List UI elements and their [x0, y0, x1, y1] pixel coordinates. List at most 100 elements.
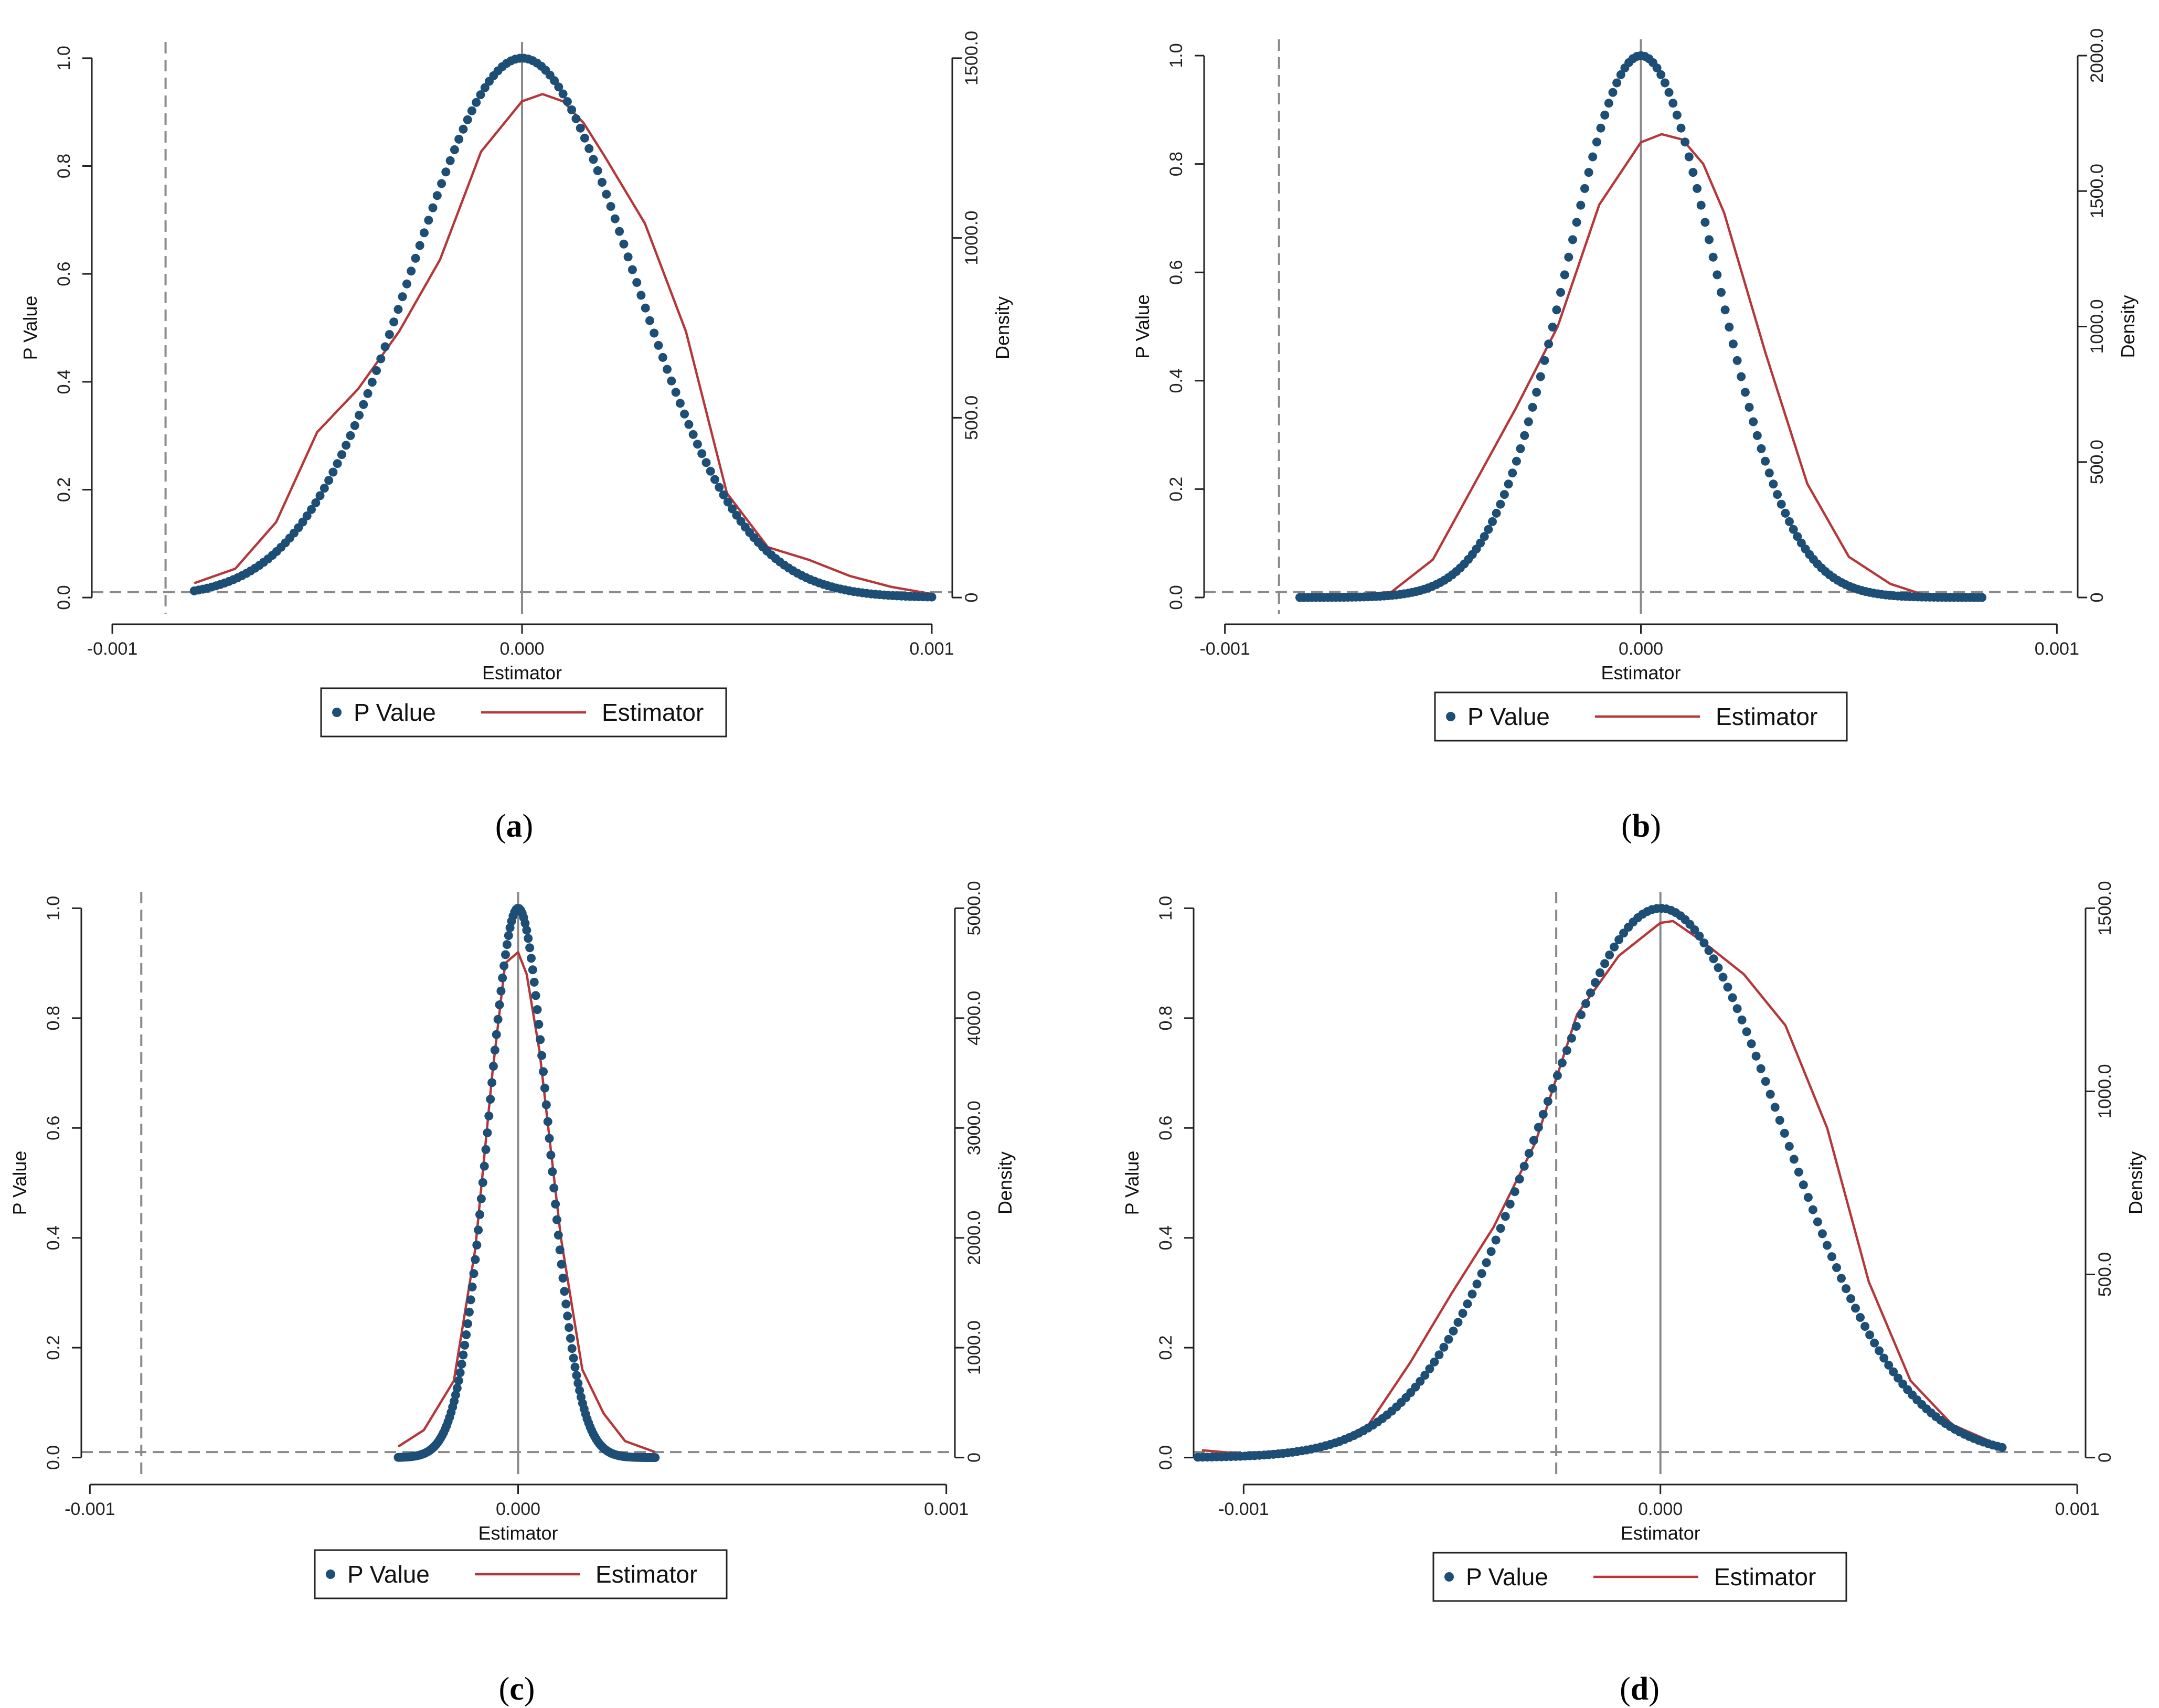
y-right-title: Density: [2125, 1151, 2146, 1214]
pvalue-point: [483, 1128, 492, 1137]
pvalue-point: [504, 931, 513, 940]
legend-pvalue-marker: [326, 1570, 335, 1579]
pvalue-point: [1591, 978, 1600, 987]
pvalue-point: [1612, 78, 1622, 88]
pvalue-point: [1491, 1235, 1501, 1245]
panel-label-letter: b: [1632, 808, 1650, 844]
pvalue-point: [1756, 1064, 1766, 1073]
pvalue-point: [1596, 123, 1605, 133]
pvalue-point: [1676, 123, 1686, 133]
pvalue-point: [650, 328, 659, 338]
pvalue-point: [543, 1117, 552, 1126]
pvalue-point: [610, 214, 620, 223]
pvalue-point: [524, 934, 533, 943]
pvalue-point: [474, 1225, 483, 1235]
pvalue-point: [1614, 935, 1624, 944]
pvalue-point: [1510, 1187, 1519, 1197]
pvalue-point: [1742, 1027, 1751, 1037]
y-right-tick-label: 1000.0: [964, 1320, 984, 1375]
pvalue-point: [302, 511, 312, 520]
pvalue-point: [1482, 1258, 1491, 1267]
pvalue-point: [486, 1095, 495, 1104]
pvalue-point: [1728, 339, 1738, 349]
pvalue-point: [663, 365, 672, 374]
pvalue-point: [385, 330, 394, 339]
pvalue-point: [1586, 988, 1595, 998]
y-left-tick-label: 0.0: [1156, 1445, 1176, 1470]
pvalue-point: [1709, 954, 1718, 964]
pvalue-point: [546, 1150, 556, 1160]
pvalue-point: [1704, 946, 1714, 955]
pvalue-point: [466, 1295, 475, 1305]
pvalue-point: [606, 202, 615, 211]
pvalue-point: [398, 292, 407, 302]
pvalue-point: [1536, 372, 1545, 381]
pvalue-point: [481, 1145, 491, 1154]
pvalue-point: [1799, 1180, 1808, 1190]
panel-label: (b): [1621, 808, 1661, 844]
pvalue-point: [1740, 388, 1750, 397]
pvalue-point: [492, 1030, 501, 1039]
pvalue-point: [311, 498, 321, 507]
pvalue-point: [502, 940, 512, 949]
pvalue-point: [490, 1045, 499, 1055]
pvalue-point: [715, 483, 724, 492]
pvalue-point: [1480, 532, 1489, 541]
pvalue-point: [1684, 152, 1694, 162]
pvalue-point: [534, 1020, 544, 1029]
pvalue-point: [1837, 1274, 1846, 1283]
y-right-title: Density: [992, 296, 1013, 359]
pvalue-point: [1699, 938, 1709, 948]
pvalue-point: [1784, 1141, 1794, 1151]
y-right-tick-label: 4000.0: [964, 991, 984, 1045]
pvalue-point: [1520, 431, 1529, 440]
pvalue-point: [324, 476, 334, 485]
y-left-title: P Value: [19, 296, 41, 360]
pvalue-point: [459, 124, 468, 134]
pvalue-point: [1592, 137, 1601, 147]
pvalue-point: [346, 431, 355, 440]
pvalue-point: [1605, 951, 1614, 959]
pvalue-point: [450, 145, 459, 154]
legend-estimator-label: Estimator: [1714, 1563, 1816, 1590]
pvalue-point: [455, 1368, 465, 1378]
y-right-tick-label: 500.0: [962, 396, 982, 440]
pvalue-point: [522, 925, 531, 935]
pvalue-point: [671, 388, 680, 397]
y-left-tick-label: 0.0: [54, 585, 74, 610]
pvalue-point: [432, 191, 442, 200]
pvalue-point: [1785, 517, 1794, 526]
pvalue-point: [488, 1062, 498, 1071]
pvalue-point: [571, 114, 581, 123]
pvalue-point: [451, 1390, 460, 1400]
pvalue-point: [333, 459, 342, 468]
pvalue-point: [1827, 1252, 1836, 1262]
pvalue-point: [424, 216, 433, 225]
x-tick-label: 0.001: [2055, 1499, 2100, 1519]
x-tick-label: 0.001: [909, 639, 954, 659]
pvalue-point: [1548, 1084, 1557, 1093]
pvalue-point: [563, 1311, 572, 1321]
pvalue-point: [1770, 1103, 1780, 1112]
x-tick-label: -0.001: [1199, 639, 1250, 659]
pvalue-point: [355, 411, 364, 420]
pvalue-point: [567, 105, 577, 114]
pvalue-point: [1757, 444, 1766, 453]
pvalue-point: [1713, 270, 1722, 280]
pvalue-point: [658, 353, 667, 362]
estimator-density-line: [397, 951, 656, 1454]
panel-label: (c): [499, 1671, 535, 1707]
pvalue-point: [1668, 99, 1678, 108]
y-right-tick-label: 1500.0: [2087, 164, 2107, 218]
pvalue-point: [684, 420, 694, 429]
pvalue-point: [569, 1353, 578, 1363]
pvalue-point: [1889, 1367, 1898, 1376]
pvalue-point: [1764, 468, 1774, 478]
pvalue-point: [1584, 168, 1593, 177]
pvalue-point: [537, 1051, 547, 1060]
pvalue-point: [1608, 88, 1618, 97]
pvalue-point: [457, 1360, 466, 1369]
pvalue-point: [460, 1340, 470, 1350]
pvalue-point: [697, 449, 707, 458]
chart-panel-a: 0.0 0.2 0.4 0.6 0.8 1.0 P Value 0 500.0 1000.0 150…: [19, 31, 1013, 844]
